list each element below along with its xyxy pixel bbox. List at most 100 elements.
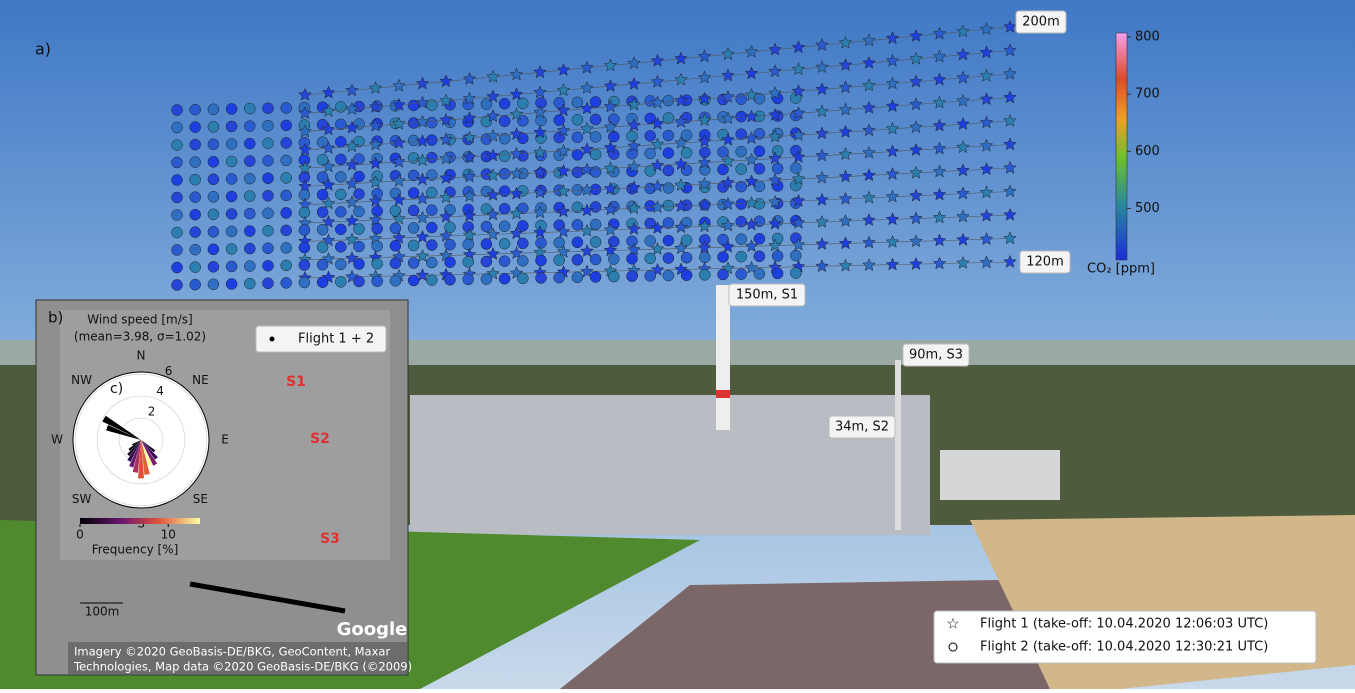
star-marker xyxy=(1003,19,1017,33)
circle-marker xyxy=(571,96,584,109)
star-marker xyxy=(345,213,359,227)
star-marker xyxy=(603,120,618,134)
star-marker xyxy=(627,242,641,256)
circle-marker xyxy=(371,240,383,252)
star-marker xyxy=(909,211,923,225)
star-marker xyxy=(439,74,453,88)
rose-direction: E xyxy=(221,433,229,447)
circle-marker xyxy=(244,155,256,167)
circle-marker xyxy=(553,236,565,249)
label-box xyxy=(902,343,970,367)
star-marker xyxy=(909,51,923,65)
star-marker xyxy=(768,173,782,187)
legend-dot xyxy=(269,336,275,342)
circle-marker xyxy=(280,137,292,149)
circle-marker xyxy=(498,132,511,145)
star-marker xyxy=(509,107,524,121)
circle-marker xyxy=(462,256,474,268)
star-marker xyxy=(791,149,806,163)
rose-wedge xyxy=(129,440,141,468)
circle-marker xyxy=(407,152,420,164)
label-box xyxy=(1015,10,1067,34)
star-marker xyxy=(627,97,641,111)
circle-marker xyxy=(626,235,638,247)
circle-marker xyxy=(335,188,347,201)
rose-direction: SW xyxy=(72,492,92,506)
star-marker xyxy=(674,199,688,213)
circle-marker xyxy=(316,276,329,288)
star-marker xyxy=(815,60,829,74)
star-marker xyxy=(603,243,618,257)
star-marker xyxy=(909,256,923,270)
frequency-colorbar xyxy=(80,518,200,524)
circle-marker xyxy=(662,164,675,177)
circle-marker xyxy=(662,112,675,124)
star-marker xyxy=(509,206,524,220)
circle-marker xyxy=(335,118,347,131)
star-marker xyxy=(838,102,853,116)
circle-marker xyxy=(444,274,456,286)
star-marker xyxy=(486,109,500,123)
star-marker xyxy=(462,228,477,242)
circle-marker xyxy=(753,233,766,245)
rose-wedge xyxy=(132,440,141,473)
circle-marker xyxy=(589,271,602,283)
circle-marker xyxy=(662,94,675,107)
circle-marker xyxy=(608,253,620,265)
circle-marker xyxy=(316,258,329,271)
star-marker xyxy=(650,137,665,151)
circle-marker xyxy=(171,174,183,186)
star-marker xyxy=(674,156,688,170)
star-marker xyxy=(979,255,994,269)
star-marker xyxy=(791,84,806,98)
circle-marker xyxy=(426,256,438,269)
altitude-label: 200m xyxy=(1022,15,1059,30)
circle-marker xyxy=(335,206,347,218)
star-marker xyxy=(791,237,806,251)
star-marker xyxy=(862,123,876,137)
star-marker xyxy=(979,68,994,82)
circle-marker xyxy=(771,250,784,262)
circle-marker xyxy=(553,114,565,126)
star-marker xyxy=(815,126,829,140)
circle-marker xyxy=(626,113,638,125)
circle-marker xyxy=(517,237,529,250)
star-marker xyxy=(533,85,547,99)
star-marker xyxy=(979,45,994,59)
rose-wedge xyxy=(141,440,150,475)
circle-marker xyxy=(644,270,656,282)
circle-marker xyxy=(298,276,311,289)
star-marker xyxy=(462,169,477,183)
star-marker xyxy=(674,220,688,234)
star-marker xyxy=(486,148,500,162)
star-marker xyxy=(862,235,876,249)
rose-wedge xyxy=(141,440,158,466)
star-marker xyxy=(627,118,641,132)
star-marker xyxy=(439,93,453,107)
star-marker xyxy=(415,191,430,205)
star-marker xyxy=(697,155,712,169)
star-marker xyxy=(862,33,876,47)
star-marker xyxy=(885,166,900,180)
star-marker xyxy=(603,222,618,236)
circle-marker xyxy=(644,130,656,142)
star-marker xyxy=(744,87,759,101)
star-marker xyxy=(368,137,383,151)
circle-marker xyxy=(608,235,620,248)
star-marker xyxy=(956,163,970,177)
circle-marker xyxy=(389,222,402,235)
circle-marker xyxy=(262,155,274,167)
star-marker xyxy=(321,196,336,210)
star-marker xyxy=(838,236,853,250)
circle-marker xyxy=(189,278,201,291)
circle-marker xyxy=(371,187,383,200)
star-marker xyxy=(321,214,336,228)
circle-marker xyxy=(335,171,347,183)
circle-marker xyxy=(589,253,602,266)
circle-marker xyxy=(480,203,493,215)
circle-marker xyxy=(335,223,347,236)
circle-marker xyxy=(517,132,529,145)
star-marker xyxy=(815,259,829,273)
star-marker xyxy=(956,70,970,84)
tanks xyxy=(940,450,1060,500)
